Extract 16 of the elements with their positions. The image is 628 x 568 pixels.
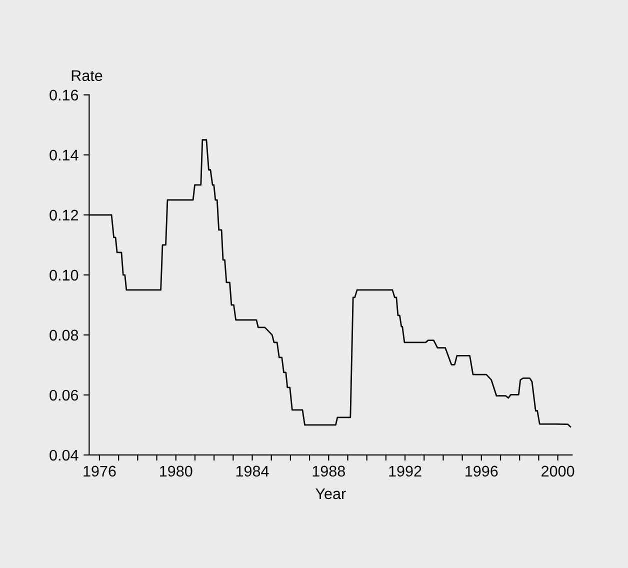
x-tick-label: 1988 [312,466,345,477]
x-tick-label: 1984 [236,466,269,477]
y-tick-label: 0.10 [50,270,78,281]
y-tick-label: 0.12 [50,210,78,221]
y-tick-label: 0.14 [50,150,78,161]
x-tick-label: 1996 [466,466,498,477]
x-tick-label: 1992 [389,466,422,477]
y-tick-label: 0.06 [50,390,78,401]
y-tick-label: 0.04 [50,450,78,461]
y-tick-label: 0.08 [50,330,78,341]
y-axis-title: Rate [72,70,102,82]
x-axis-title: Year [316,488,346,500]
y-tick-label: 0.16 [50,90,78,101]
x-tick-label: 2000 [542,466,574,477]
x-tick-label: 1976 [84,466,116,477]
x-tick-label: 1980 [160,466,192,477]
